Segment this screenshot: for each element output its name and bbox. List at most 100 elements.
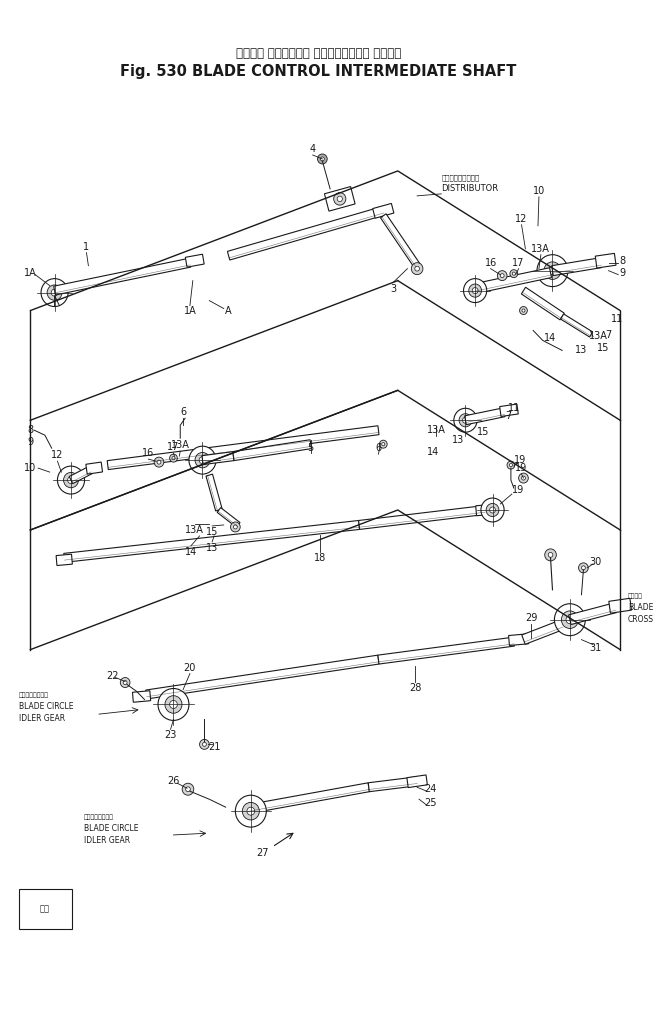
Polygon shape (217, 507, 240, 528)
Text: IDLER GEAR: IDLER GEAR (83, 836, 129, 845)
Text: 14: 14 (545, 334, 556, 344)
Polygon shape (107, 426, 379, 470)
Polygon shape (509, 634, 529, 646)
Text: IDLER GEAR: IDLER GEAR (19, 714, 65, 723)
FancyBboxPatch shape (19, 889, 72, 929)
Text: A: A (225, 305, 232, 315)
Circle shape (468, 284, 482, 297)
Polygon shape (185, 254, 204, 267)
Circle shape (463, 417, 468, 423)
Text: 13: 13 (451, 435, 464, 445)
Circle shape (512, 273, 515, 276)
Circle shape (165, 696, 182, 713)
Circle shape (157, 460, 161, 464)
Circle shape (537, 254, 568, 287)
Polygon shape (247, 783, 369, 814)
Circle shape (545, 549, 556, 560)
Text: 9: 9 (28, 437, 34, 447)
Text: ブレード: ブレード (628, 593, 643, 599)
Text: 15: 15 (206, 527, 218, 537)
Text: 31: 31 (589, 643, 601, 653)
Circle shape (242, 802, 260, 820)
Text: DISTRIBUTOR: DISTRIBUTOR (442, 184, 499, 193)
Circle shape (158, 689, 189, 720)
Circle shape (379, 440, 387, 448)
Circle shape (189, 446, 216, 474)
Text: 23: 23 (164, 730, 177, 740)
Polygon shape (522, 620, 564, 645)
Text: 11: 11 (611, 313, 623, 323)
Text: 19: 19 (512, 485, 524, 495)
Circle shape (507, 461, 515, 469)
Polygon shape (369, 777, 418, 791)
Circle shape (186, 787, 191, 791)
Text: 14: 14 (426, 447, 439, 458)
Text: 1A: 1A (24, 267, 37, 278)
Circle shape (47, 285, 62, 300)
Circle shape (555, 604, 585, 636)
Text: 22: 22 (106, 670, 119, 680)
Text: 1: 1 (83, 242, 89, 252)
Circle shape (500, 274, 504, 278)
Text: 6: 6 (180, 407, 186, 417)
Text: 27: 27 (256, 848, 269, 858)
Text: 15: 15 (597, 344, 609, 354)
Circle shape (497, 271, 507, 281)
Text: 19: 19 (514, 456, 526, 465)
Text: ブレードサークル: ブレードサークル (19, 693, 49, 699)
Polygon shape (407, 775, 427, 787)
Circle shape (41, 279, 68, 306)
Circle shape (120, 677, 130, 687)
Polygon shape (54, 258, 191, 295)
Text: 26: 26 (168, 776, 179, 786)
Circle shape (415, 266, 419, 272)
Text: 8: 8 (28, 425, 34, 435)
Circle shape (510, 270, 518, 278)
Circle shape (561, 611, 578, 629)
Text: 3: 3 (390, 284, 396, 294)
Text: Fig. 530 BLADE CONTROL INTERMEDIATE SHAFT: Fig. 530 BLADE CONTROL INTERMEDIATE SHAF… (120, 64, 516, 78)
Text: 4: 4 (309, 144, 316, 154)
Circle shape (202, 742, 206, 746)
Text: BLADE CIRCLE: BLADE CIRCLE (19, 703, 74, 712)
Polygon shape (380, 214, 420, 267)
Circle shape (509, 464, 512, 467)
Text: 12: 12 (51, 451, 64, 460)
Text: 28: 28 (409, 682, 421, 693)
Circle shape (454, 408, 477, 432)
Polygon shape (560, 314, 593, 337)
Circle shape (182, 783, 194, 795)
Circle shape (382, 442, 385, 445)
Circle shape (337, 196, 342, 201)
Circle shape (486, 503, 499, 517)
Polygon shape (233, 439, 311, 461)
Polygon shape (464, 408, 505, 425)
Circle shape (544, 261, 561, 280)
Text: 14: 14 (185, 547, 197, 557)
Text: 13A: 13A (589, 332, 607, 342)
Text: 10: 10 (533, 186, 545, 196)
Polygon shape (227, 206, 384, 260)
Circle shape (124, 680, 127, 684)
Circle shape (489, 507, 495, 513)
Text: 前方: 前方 (40, 904, 50, 913)
Circle shape (170, 701, 177, 709)
Polygon shape (202, 452, 234, 465)
Circle shape (464, 279, 487, 303)
Text: 12: 12 (515, 214, 528, 224)
Text: 5: 5 (307, 443, 314, 454)
Circle shape (317, 154, 327, 164)
Circle shape (518, 473, 528, 483)
Circle shape (235, 795, 266, 827)
Text: 11: 11 (508, 404, 520, 413)
Text: 20: 20 (184, 662, 196, 672)
Text: 15: 15 (477, 427, 489, 437)
Text: 7: 7 (605, 331, 612, 341)
Text: 13A: 13A (532, 244, 551, 253)
Circle shape (472, 288, 478, 294)
Text: 17: 17 (168, 442, 179, 453)
Circle shape (57, 466, 85, 494)
Text: 9: 9 (619, 267, 625, 278)
Text: 8: 8 (619, 255, 625, 265)
Text: 6: 6 (375, 443, 382, 454)
